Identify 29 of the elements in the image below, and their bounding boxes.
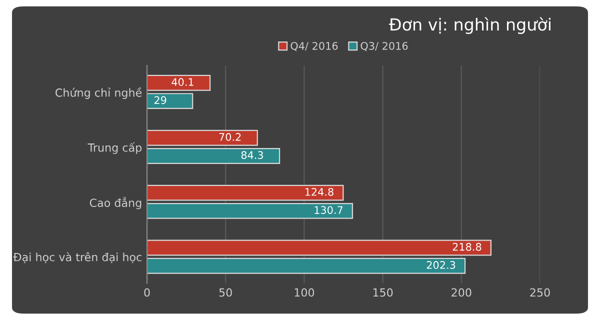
bar [147,148,280,164]
bar [147,74,211,91]
y-tick-label: Cao đẳng [90,196,142,210]
bar [147,93,194,110]
data-label: 40.1 [172,78,194,86]
data-label: 84.3 [241,151,263,160]
y-tick-label: Chứng chỉ nghề [56,87,142,99]
bar [147,202,354,219]
data-label: 218.8 [452,242,482,251]
legend-label: Q4/ 2016 [290,42,338,52]
data-label: 130.7 [314,206,342,214]
y-tick-label: Trung cấp [88,142,142,154]
chart-title: Đơn vị: nghìn người [388,17,550,34]
data-label: 70.2 [219,133,241,141]
bar [147,184,344,201]
legend-label: Q3/ 2016 [360,42,408,52]
x-tick-label: 100 [294,288,314,297]
data-label: 29 [154,96,166,104]
x-tick-label: 150 [373,288,393,297]
x-tick-label: 250 [530,288,550,297]
x-tick-label: 200 [452,288,472,297]
bar [147,240,492,256]
bar [147,130,258,146]
x-tick-label: 0 [144,288,150,297]
x-tick-label: 50 [219,288,232,297]
data-label: 202.3 [426,261,456,269]
bar [147,258,466,274]
y-tick-label: Đại học và trên đại học [13,252,142,264]
data-label: 124.8 [305,188,334,196]
